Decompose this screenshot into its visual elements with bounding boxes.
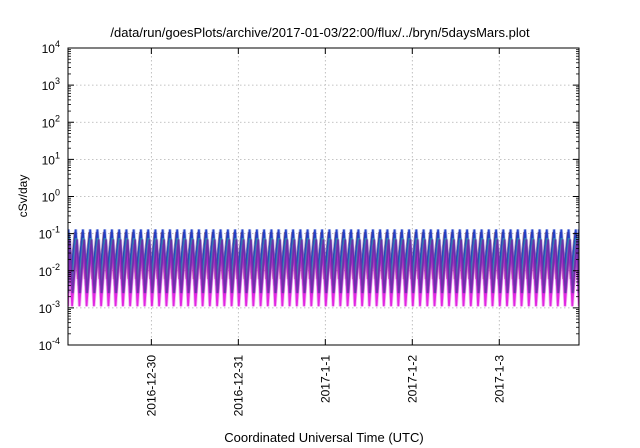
y-tick-exponent: 3 — [55, 76, 60, 86]
x-axis-label: Coordinated Universal Time (UTC) — [224, 430, 423, 445]
x-tick-label: 2017-1-1 — [318, 355, 332, 403]
y-tick-label: 101 — [42, 150, 60, 167]
series-group — [68, 229, 579, 307]
series-band-3 — [68, 238, 579, 286]
chart-title: /data/run/goesPlots/archive/2017-01-03/2… — [110, 25, 530, 40]
y-tick-exponent: 0 — [55, 188, 60, 198]
y-tick-exponent: 4 — [55, 39, 60, 49]
y-tick-label: 10-1 — [39, 225, 60, 242]
x-tick-label: 2016-12-30 — [144, 355, 158, 417]
y-tick-label: 104 — [42, 39, 60, 56]
y-tick-base: 10 — [39, 228, 53, 242]
y-tick-base: 10 — [42, 42, 56, 56]
y-tick-base: 10 — [42, 191, 56, 205]
y-tick-exponent: -2 — [52, 262, 60, 272]
x-tick-label: 2017-1-3 — [492, 355, 506, 403]
x-tick-label: 2017-1-2 — [405, 355, 419, 403]
x-tick-label: 2016-12-31 — [231, 355, 245, 417]
y-tick-base: 10 — [39, 339, 53, 353]
y-tick-exponent: -3 — [52, 299, 60, 309]
y-tick-label: 103 — [42, 76, 60, 93]
series-line-3 — [68, 238, 579, 286]
y-tick-exponent: -4 — [52, 336, 60, 346]
y-tick-base: 10 — [42, 153, 56, 167]
y-tick-base: 10 — [39, 302, 53, 316]
y-tick-label: 100 — [42, 188, 60, 205]
y-tick-base: 10 — [42, 116, 56, 130]
y-tick-label: 10-4 — [39, 336, 60, 353]
y-tick-base: 10 — [42, 79, 56, 93]
series-band-5 — [68, 239, 579, 294]
y-tick-label: 10-3 — [39, 299, 60, 316]
y-tick-exponent: 2 — [55, 113, 60, 123]
y-tick-label: 10-2 — [39, 262, 60, 279]
y-tick-base: 10 — [39, 265, 53, 279]
x-axis: 2016-12-30 2016-12-31 2017-1-1 2017-1-2 2017… — [144, 48, 506, 416]
y-tick-label: 102 — [42, 113, 60, 130]
y-axis-label: cSv/day — [16, 175, 30, 218]
series-line-5 — [68, 239, 579, 294]
y-tick-exponent: -1 — [52, 225, 60, 235]
y-tick-exponent: 1 — [55, 150, 60, 160]
